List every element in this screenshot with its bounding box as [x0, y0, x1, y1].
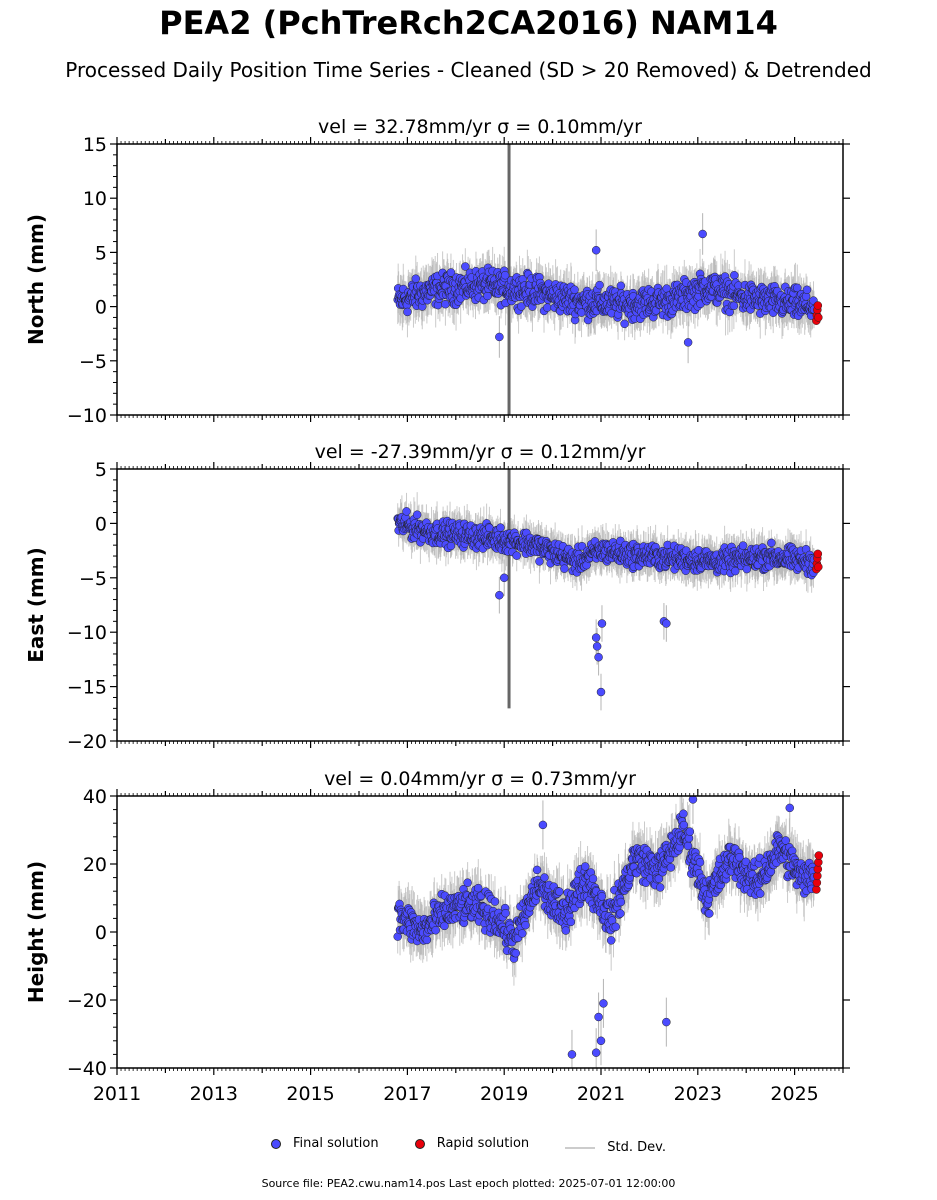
final-point [402, 507, 411, 516]
final-point [446, 268, 456, 277]
final-point [496, 523, 505, 532]
ylabel-east: East (mm) [24, 547, 48, 663]
panel-east: vel = -27.39mm/yr σ = 0.12mm/yr East (mm)… [24, 441, 850, 753]
rapid-point [814, 313, 823, 322]
final-point-outlier [596, 687, 606, 697]
panel-title-east: vel = -27.39mm/yr σ = 0.12mm/yr [315, 441, 646, 463]
final-point [483, 291, 492, 301]
ytick-label-north: −10 [67, 405, 107, 427]
final-point-outlier [495, 590, 504, 600]
final-point [403, 307, 412, 317]
final-point [461, 262, 470, 271]
final-point [730, 271, 739, 280]
ytick-label-north: −5 [79, 351, 107, 373]
ylabel-north: North (mm) [24, 214, 48, 345]
ytick-label-east: −15 [67, 677, 107, 699]
ytick-label-east: 5 [95, 459, 107, 481]
final-point [535, 557, 544, 566]
final-point-outlier [594, 652, 603, 662]
ylabel-height: Height (mm) [24, 861, 48, 1003]
final-point [793, 283, 802, 293]
ytick-label-north: 5 [95, 242, 107, 264]
ytick-label-east: −5 [79, 568, 107, 590]
panel-frame-east [116, 468, 844, 742]
final-point [616, 281, 626, 291]
final-point-outlier [592, 642, 602, 651]
final-point-outlier [597, 619, 607, 628]
final-point [412, 510, 422, 519]
panel-north: vel = 32.78mm/yr σ = 0.10mm/yr North (mm)… [24, 116, 850, 427]
final-point [446, 541, 456, 551]
final-point-outlier [683, 338, 693, 347]
final-point [767, 538, 776, 548]
final-point-outlier [662, 619, 671, 628]
figure-title: PEA2 (PchTreRch2CA2016) NAM14 [159, 4, 778, 42]
final-point [560, 564, 569, 573]
ytick-label-north: 15 [83, 134, 107, 156]
final-point-outlier [698, 229, 707, 239]
ytick-label-north: 10 [83, 188, 107, 210]
final-point [730, 566, 740, 576]
panel-height: vel = 0.04mm/yr σ = 0.73mm/yr Height (mm)… [24, 768, 850, 1105]
ytick-label-east: −20 [67, 731, 107, 753]
final-point-outlier [499, 573, 509, 583]
final-point [517, 302, 526, 311]
panel-title-north: vel = 32.78mm/yr σ = 0.10mm/yr [318, 116, 642, 138]
final-point [620, 319, 629, 329]
ytick-label-east: −10 [67, 622, 107, 644]
final-point [500, 270, 510, 280]
data-layer-east [393, 469, 823, 711]
final-point [570, 285, 579, 294]
final-point [577, 542, 587, 551]
final-point [512, 551, 521, 560]
final-point [441, 299, 450, 309]
panel-title-height: vel = 0.04mm/yr σ = 0.73mm/yr [324, 768, 636, 790]
final-point [543, 303, 552, 312]
final-point [595, 280, 604, 290]
final-point [729, 301, 739, 311]
ytick-label-north: 0 [95, 297, 107, 319]
rapid-point [813, 549, 823, 559]
final-point [742, 564, 752, 574]
final-point-outlier [495, 332, 504, 342]
final-point [411, 274, 421, 283]
final-point-outlier [591, 633, 601, 642]
final-point [802, 285, 812, 295]
final-point [738, 541, 748, 550]
rapid-point [813, 301, 823, 310]
figure-subtitle: Processed Daily Position Time Series - C… [65, 58, 872, 82]
ytick-label-east: 0 [95, 513, 107, 535]
data-layer-height [393, 796, 824, 1068]
rapid-point [814, 562, 823, 572]
data-layer-north [393, 144, 823, 415]
final-point-outlier [591, 245, 601, 255]
